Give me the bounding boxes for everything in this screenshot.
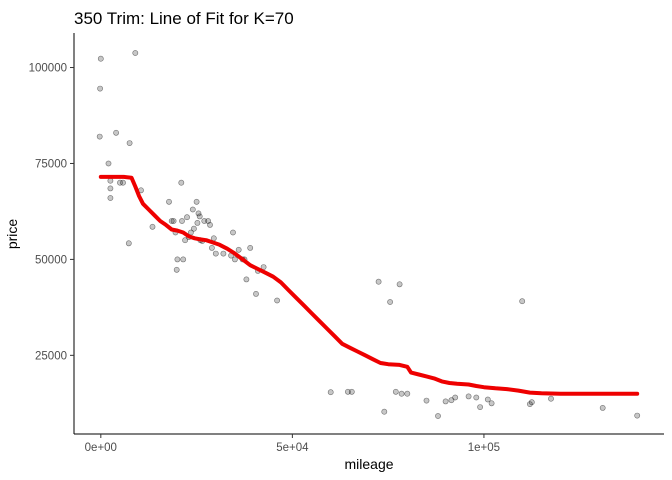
chart-title: 350 Trim: Line of Fit for K=70 — [74, 9, 294, 28]
scatter-points — [96, 50, 641, 419]
data-point — [195, 210, 202, 217]
data-point — [327, 389, 334, 396]
data-point — [125, 240, 132, 247]
data-point — [442, 398, 449, 405]
data-point — [120, 179, 126, 186]
data-point — [182, 237, 188, 244]
data-point — [166, 198, 172, 205]
data-point — [173, 266, 180, 273]
data-point — [435, 413, 441, 419]
y-tick-label: 75000 — [35, 158, 67, 170]
data-point — [231, 256, 238, 263]
data-point — [207, 221, 213, 228]
data-point — [97, 55, 104, 62]
data-point — [381, 408, 388, 415]
data-point — [473, 394, 480, 401]
y-tick-label: 25000 — [35, 350, 67, 362]
data-point — [274, 297, 280, 304]
data-point — [184, 214, 190, 221]
data-point — [132, 50, 139, 56]
data-point — [230, 229, 236, 236]
data-point — [168, 218, 175, 224]
y-axis-title: price — [4, 219, 20, 250]
y-tick-label: 50000 — [35, 254, 67, 266]
data-point — [97, 85, 103, 92]
data-point — [107, 185, 114, 192]
data-point — [528, 399, 535, 406]
data-point — [170, 218, 177, 224]
data-point — [465, 393, 472, 400]
data-point — [107, 195, 114, 201]
data-point — [126, 140, 133, 146]
data-point — [212, 250, 219, 257]
data-point — [105, 160, 112, 167]
fit-line-layer — [98, 174, 640, 396]
x-tick-label: 5e+04 — [276, 442, 309, 454]
data-point — [235, 246, 242, 253]
data-point — [344, 388, 351, 395]
data-point — [392, 388, 399, 395]
data-point — [452, 394, 459, 401]
data-point — [174, 256, 181, 263]
data-point — [178, 179, 185, 186]
x-axis-ticks: 0e+00 5e+04 1e+05 — [85, 434, 500, 454]
fit-line — [98, 174, 640, 396]
data-point — [179, 218, 185, 224]
data-point — [208, 244, 215, 251]
data-point — [193, 198, 200, 205]
data-point — [398, 390, 405, 397]
data-point — [396, 281, 403, 288]
data-point — [477, 404, 483, 410]
x-axis-title: mileage — [344, 456, 393, 472]
data-point — [194, 219, 201, 226]
data-point — [149, 223, 156, 230]
y-tick-label: 100000 — [29, 63, 67, 75]
data-point — [423, 397, 430, 404]
data-point — [243, 276, 250, 283]
data-point — [96, 133, 103, 140]
data-point — [519, 298, 526, 305]
data-point — [599, 404, 606, 411]
data-point — [484, 396, 491, 403]
data-point — [113, 129, 119, 136]
data-point — [180, 256, 187, 263]
data-point — [117, 179, 123, 186]
data-point — [196, 213, 203, 220]
data-point — [387, 299, 393, 305]
x-tick-label: 1e+05 — [468, 442, 500, 454]
data-point — [220, 250, 227, 257]
data-point — [634, 412, 641, 419]
data-point — [189, 206, 196, 213]
data-point — [253, 290, 259, 297]
data-point — [190, 225, 197, 232]
data-point — [488, 400, 495, 407]
data-point — [247, 244, 254, 251]
y-axis-ticks: 25000 50000 75000 100000 — [29, 63, 74, 362]
data-point — [404, 390, 411, 397]
x-tick-label: 0e+00 — [85, 442, 117, 454]
data-point — [548, 395, 554, 402]
data-point — [348, 388, 355, 395]
data-point — [375, 278, 382, 285]
